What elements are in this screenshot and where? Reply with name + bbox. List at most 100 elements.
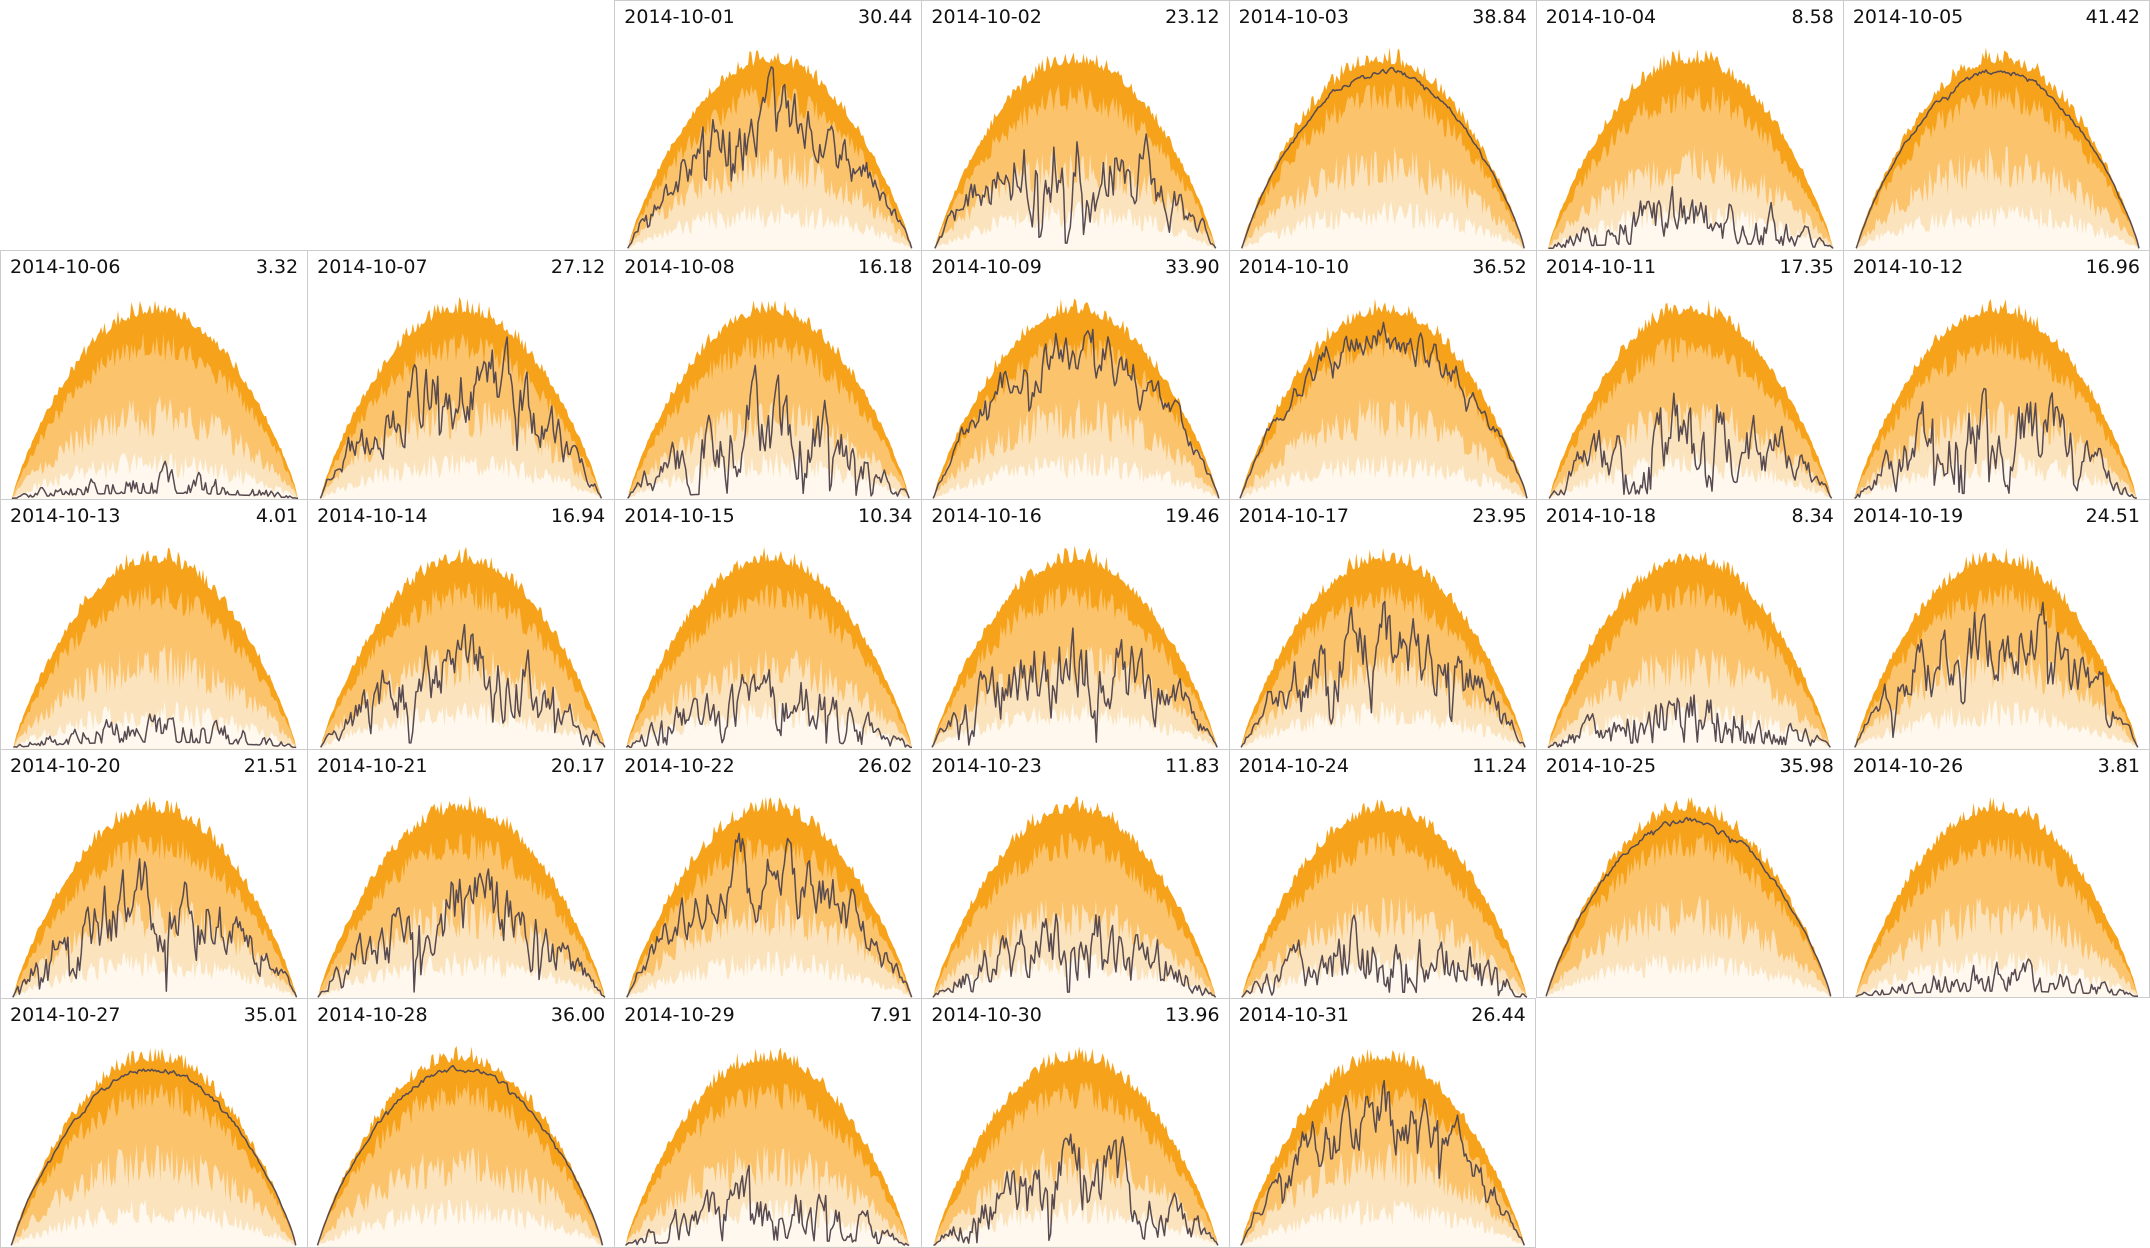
day-cell: 2014-10-03 38.84 xyxy=(1228,0,1536,250)
envelope-band xyxy=(1240,701,1525,749)
empty-cell xyxy=(1842,998,2150,1248)
measured-line xyxy=(626,832,913,998)
day-profile-chart xyxy=(13,547,297,749)
measured-line xyxy=(12,857,298,998)
envelope-band xyxy=(320,701,606,749)
measured-line xyxy=(934,133,1217,249)
day-profile-chart xyxy=(627,50,913,250)
day-profile-chart xyxy=(1239,548,1526,749)
measured-line xyxy=(931,627,1219,748)
envelope-band xyxy=(317,1199,603,1247)
envelope-band xyxy=(1854,700,2138,749)
measured-line xyxy=(1855,69,2140,249)
measured-line xyxy=(932,328,1221,499)
measured-line xyxy=(932,913,1217,998)
envelope-band xyxy=(1241,201,1524,250)
empty-cell xyxy=(1535,998,1843,1248)
measured-line xyxy=(11,460,299,499)
envelope-band xyxy=(628,451,910,499)
day-cell: 2014-10-31 26.44 xyxy=(1228,998,1536,1248)
envelope-band xyxy=(625,1199,910,1247)
day-profile-chart xyxy=(320,546,606,749)
envelope-band xyxy=(1240,1199,1524,1247)
day-profile-chart xyxy=(932,796,1217,999)
day-profile-chart xyxy=(1239,1048,1525,1247)
day-profile-chart xyxy=(626,796,913,999)
envelope-band xyxy=(318,950,606,998)
day-cell: 2014-10-01 30.44 xyxy=(614,0,922,250)
day-profile-chart xyxy=(1854,298,2137,500)
envelope-band xyxy=(628,203,912,250)
day-profile-chart xyxy=(931,545,1219,749)
day-cell: 2014-10-05 41.42 xyxy=(1842,0,2150,250)
day-cell: 2014-10-10 36.52 xyxy=(1228,249,1536,500)
day-cell: 2014-10-12 16.96 xyxy=(1842,249,2150,500)
measured-line xyxy=(1239,600,1526,748)
day-cell: 2014-10-18 8.34 xyxy=(1535,499,1843,749)
envelope-band xyxy=(11,452,299,499)
measured-line xyxy=(1547,694,1831,749)
envelope-band xyxy=(1548,451,1832,499)
day-profile-chart xyxy=(1547,551,1831,749)
envelope-band xyxy=(320,647,606,749)
day-profile-chart xyxy=(319,296,603,500)
measured-line xyxy=(320,624,606,748)
envelope-band xyxy=(933,451,1220,499)
day-cell: 2014-10-07 27.12 xyxy=(307,249,615,500)
day-profile-chart xyxy=(1238,298,1528,499)
day-profile-chart xyxy=(933,1046,1220,1247)
envelope-band xyxy=(932,700,1218,749)
envelope-band xyxy=(1854,400,2137,499)
envelope-band xyxy=(11,1199,296,1247)
day-profile-chart xyxy=(316,1046,604,1247)
day-cell: 2014-10-24 11.24 xyxy=(1228,748,1536,999)
day-cell: 2014-10-30 13.96 xyxy=(921,998,1229,1248)
day-cell: 2014-10-28 36.00 xyxy=(307,998,615,1248)
measured-line xyxy=(1240,66,1525,249)
day-profile-chart xyxy=(12,796,298,999)
measured-line xyxy=(1545,816,1832,997)
envelope-band xyxy=(1545,951,1831,997)
day-profile-chart xyxy=(1545,796,1832,997)
measured-line xyxy=(317,868,606,998)
envelope-band xyxy=(933,1199,1219,1247)
day-cell: 2014-10-04 8.58 xyxy=(1535,0,1843,250)
empty-cell xyxy=(0,0,308,250)
envelope-band xyxy=(1241,951,1527,998)
envelope-band xyxy=(1856,145,2139,250)
day-cell: 2014-10-16 19.46 xyxy=(921,499,1229,749)
day-cell: 2014-10-14 16.94 xyxy=(307,499,615,749)
measured-line xyxy=(316,1065,604,1246)
measured-line xyxy=(933,1133,1220,1247)
measured-line xyxy=(1239,1080,1525,1247)
day-cell: 2014-10-06 3.32 xyxy=(0,249,308,500)
measured-line xyxy=(1240,914,1527,998)
envelope-band xyxy=(1856,205,2139,250)
day-profile-chart xyxy=(10,1048,297,1247)
envelope-band xyxy=(1239,397,1527,499)
day-profile-chart xyxy=(627,299,911,500)
day-cell: 2014-10-29 7.91 xyxy=(614,998,922,1248)
envelope-band xyxy=(320,451,602,499)
day-cell: 2014-10-09 33.90 xyxy=(921,249,1229,500)
day-profile-chart xyxy=(317,795,606,999)
day-cell: 2014-10-20 21.51 xyxy=(0,748,308,999)
day-profile-chart xyxy=(1548,48,1834,250)
envelope-band xyxy=(13,645,297,749)
day-profile-chart xyxy=(1240,798,1527,999)
day-cell: 2014-10-23 11.83 xyxy=(921,748,1229,999)
measured-line xyxy=(1854,387,2137,499)
day-cell: 2014-10-19 24.51 xyxy=(1842,499,2150,749)
day-profile-chart xyxy=(625,1047,910,1247)
envelope-band xyxy=(626,700,913,749)
day-profile-chart xyxy=(1855,47,2140,250)
measured-line xyxy=(1855,958,2138,997)
envelope-band xyxy=(627,950,912,998)
measured-line xyxy=(1548,185,1834,250)
measured-line xyxy=(1548,392,1832,499)
measured-line xyxy=(1238,321,1528,499)
envelope-band xyxy=(935,201,1217,250)
envelope-band xyxy=(1239,454,1527,499)
day-cell: 2014-10-11 17.35 xyxy=(1535,249,1843,500)
day-cell: 2014-10-25 35.98 xyxy=(1535,748,1843,999)
